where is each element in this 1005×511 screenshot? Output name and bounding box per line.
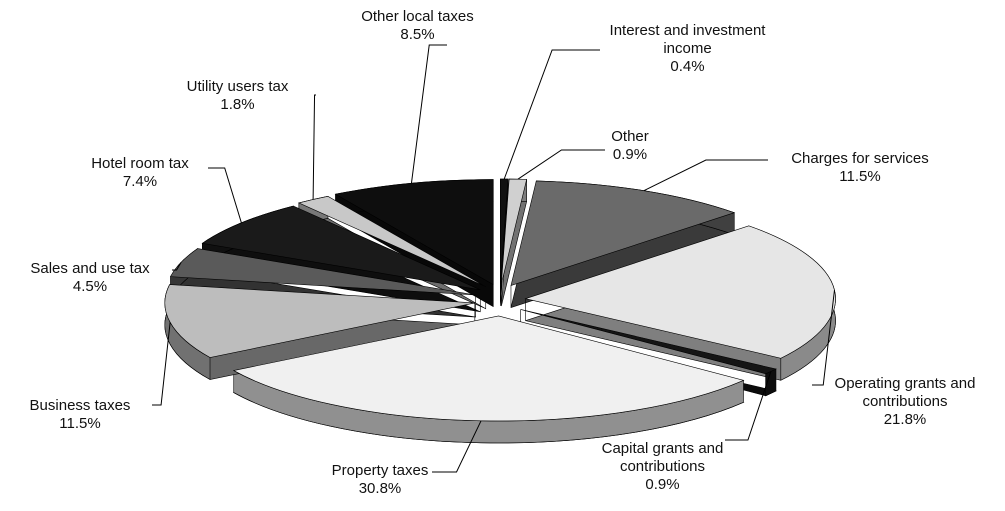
value-label: 8.5% — [400, 26, 435, 43]
leader-line — [152, 322, 171, 406]
leader-line — [503, 49, 600, 180]
value-label: 0.9% — [612, 146, 648, 163]
slice-label: Sales and use tax 4.5% — [5, 260, 175, 296]
slice-label: Property taxes 30.8% — [300, 462, 460, 498]
slice-label: Operating grants and contributions 21.8% — [805, 375, 1005, 429]
value-label: 0.9% — [645, 476, 680, 493]
slice-label: Other 0.9% — [600, 128, 660, 164]
slice — [520, 309, 777, 375]
value-label: 0.4% — [670, 58, 705, 75]
category-name: Property taxes — [331, 462, 429, 479]
slice-label: Charges for services 11.5% — [760, 150, 960, 186]
slice-label: Interest and investment income 0.4% — [600, 22, 775, 76]
slice — [201, 205, 481, 291]
value-label: 11.5% — [59, 415, 101, 432]
category-name: Other local taxes — [361, 8, 474, 25]
slice-label: Other local taxes 8.5% — [340, 8, 495, 44]
slice-label: Business taxes 11.5% — [10, 397, 150, 433]
slice-label: Utility users tax 1.8% — [155, 78, 320, 114]
category-name: Business taxes — [29, 397, 131, 414]
leader-line — [208, 167, 242, 224]
value-label: 4.5% — [72, 278, 108, 295]
slice — [232, 315, 745, 422]
category-name: Hotel room tax — [91, 155, 189, 172]
slice — [297, 196, 486, 287]
slice-label: Capital grants and contributions 0.9% — [575, 440, 750, 494]
value-label: 21.8% — [883, 411, 927, 428]
category-name: Other — [611, 128, 649, 145]
category-name: Utility users tax — [186, 78, 289, 95]
leader-line — [312, 94, 316, 200]
slice-label: Hotel room tax 7.4% — [70, 155, 210, 191]
leader-line — [172, 261, 182, 271]
value-label: 30.8% — [358, 480, 402, 497]
leader-line — [432, 420, 482, 473]
category-name: Capital grants and contributions — [601, 440, 724, 475]
leader-line — [643, 159, 768, 192]
leader-line — [812, 290, 835, 386]
category-name: Charges for services — [791, 150, 929, 167]
leader-line — [517, 149, 605, 180]
value-label: 1.8% — [220, 96, 255, 113]
category-name: Interest and investment income — [609, 22, 766, 57]
value-label: 7.4% — [122, 173, 158, 190]
category-name: Sales and use tax — [30, 260, 150, 277]
leader-line — [410, 44, 447, 184]
category-name: Operating grants and contributions — [834, 375, 976, 410]
leader-line — [725, 371, 772, 441]
value-label: 11.5% — [839, 168, 881, 185]
